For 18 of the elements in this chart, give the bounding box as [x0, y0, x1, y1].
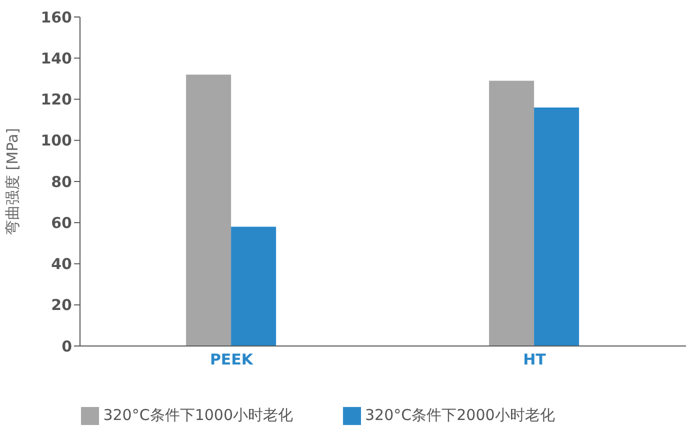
- x-tick-label: PEEK: [210, 350, 254, 369]
- y-tick-label: 80: [51, 172, 72, 191]
- bar: [231, 226, 276, 346]
- y-tick-label: 140: [40, 49, 72, 68]
- y-tick-label: 120: [40, 90, 72, 109]
- y-tick-label: 100: [40, 132, 72, 150]
- legend-label: 320°C条件下2000小时老化: [365, 406, 555, 424]
- legend-label: 320°C条件下1000小时老化: [103, 406, 293, 424]
- bar: [186, 74, 232, 346]
- x-tick-label: HT: [523, 350, 547, 369]
- y-axis-title: 弯曲强度 [MPa]: [3, 128, 22, 235]
- y-tick-label: 40: [51, 255, 72, 274]
- bar: [534, 107, 580, 346]
- bar: [489, 80, 534, 346]
- y-tick-label: 60: [51, 214, 72, 232]
- y-tick-label: 20: [51, 296, 72, 314]
- y-tick-label: 0: [62, 337, 72, 356]
- y-tick-label: 160: [40, 8, 72, 26]
